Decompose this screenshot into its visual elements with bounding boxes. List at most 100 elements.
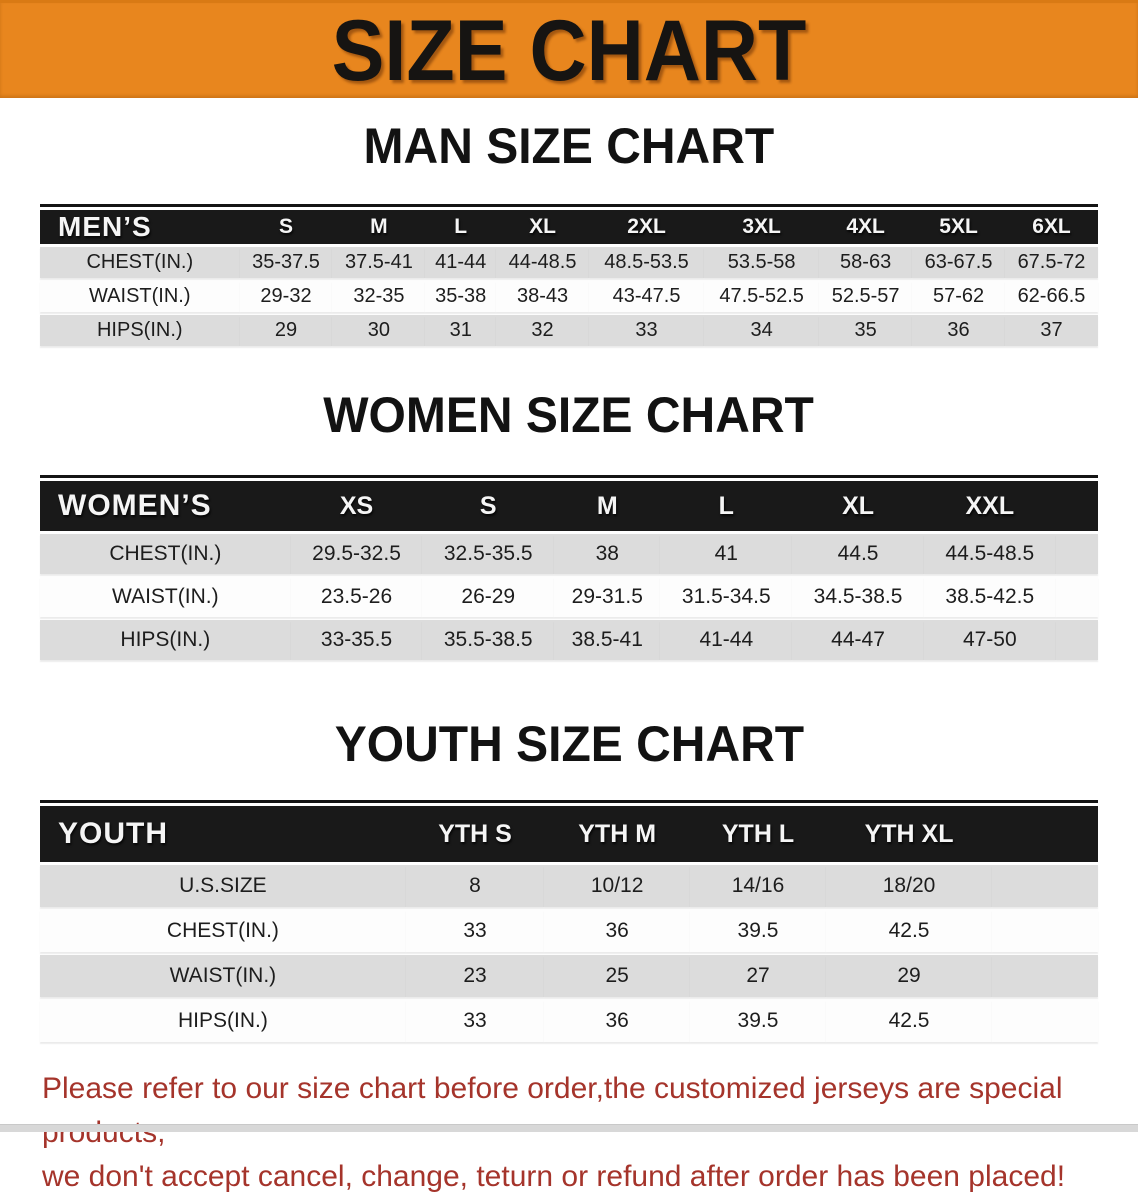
youth-data-cell: 36: [544, 1000, 691, 1042]
filler-cell: [992, 910, 1098, 952]
men-data-cell: 63-67.5: [912, 247, 1005, 278]
men-size-col-header: S: [239, 210, 333, 244]
youth-data-cell: 39.5: [690, 910, 826, 952]
women-data-cell: 23.5-26: [290, 577, 423, 617]
men-row-label: HIPS(IN.): [40, 315, 240, 346]
men-size-col-header: 5XL: [912, 210, 1005, 244]
men-size-col-header: M: [332, 210, 426, 244]
men-data-cell: 43-47.5: [588, 281, 705, 312]
disclaimer-line-1: Please refer to our size chart before or…: [42, 1072, 1063, 1149]
youth-section-heading-text: YOUTH SIZE CHART: [334, 716, 804, 772]
men-data-cell: 36: [912, 315, 1005, 346]
men-size-col-header: 3XL: [704, 210, 820, 244]
men-data-cell: 35-37.5: [239, 247, 333, 278]
men-data-cell: 44-48.5: [496, 247, 589, 278]
men-table-title: MEN’S: [40, 210, 240, 244]
women-data-cell: 33-35.5: [290, 620, 423, 660]
men-data-cell: 34: [704, 315, 820, 346]
women-data-cell: 29.5-32.5: [290, 534, 423, 574]
youth-size-col-header: YTH XL: [825, 806, 993, 862]
women-size-col-header: XL: [792, 481, 924, 531]
women-data-cell: 38.5-42.5: [923, 577, 1056, 617]
women-data-cell: 35.5-38.5: [422, 620, 555, 660]
men-data-cell: 38-43: [496, 281, 589, 312]
men-row-label: WAIST(IN.): [40, 281, 240, 312]
youth-data-cell: 25: [544, 955, 691, 997]
bottom-strip: [0, 1124, 1138, 1132]
header-filler: [992, 806, 1098, 862]
men-data-cell: 35-38: [425, 281, 497, 312]
youth-table-title: YOUTH: [40, 806, 406, 862]
youth-data-cell: 8: [405, 865, 545, 907]
youth-row-label: CHEST(IN.): [40, 910, 406, 952]
women-size-col-header: S: [422, 481, 555, 531]
youth-data-cell: 23: [405, 955, 545, 997]
women-data-cell: 44-47: [792, 620, 924, 660]
men-size-col-header: 4XL: [819, 210, 913, 244]
youth-data-cell: 10/12: [544, 865, 691, 907]
men-data-cell: 33: [588, 315, 705, 346]
men-size-col-header: L: [425, 210, 497, 244]
men-data-cell: 30: [332, 315, 426, 346]
men-size-col-header: 2XL: [588, 210, 705, 244]
youth-data-cell: 36: [544, 910, 691, 952]
youth-size-col-header: YTH M: [544, 806, 691, 862]
women-data-cell: 41-44: [660, 620, 793, 660]
youth-size-table: YOUTH YTH S YTH M YTH L YTH XL U.S.SIZE 8 10/12…: [40, 803, 1098, 1045]
men-data-cell: 37.5-41: [332, 247, 426, 278]
youth-size-table-container: YOUTH YTH S YTH M YTH L YTH XL U.S.SIZE 8 10/12…: [40, 800, 1098, 1045]
filler-cell: [992, 955, 1098, 997]
youth-section-heading: YOUTH SIZE CHART: [0, 718, 1138, 780]
women-data-cell: 26-29: [422, 577, 555, 617]
women-section-heading-text: WOMEN SIZE CHART: [323, 387, 815, 443]
men-size-table-container: MEN’S S M L XL 2XL 3XL 4XL 5XL 6XL CHEST(IN.) 35-37…: [40, 204, 1098, 349]
filler-cell: [1055, 620, 1098, 660]
men-data-cell: 35: [819, 315, 913, 346]
men-data-cell: 57-62: [912, 281, 1005, 312]
men-data-cell: 32: [496, 315, 589, 346]
men-size-table: MEN’S S M L XL 2XL 3XL 4XL 5XL 6XL CHEST(IN.) 35-37…: [40, 207, 1098, 349]
men-size-col-header: XL: [496, 210, 589, 244]
men-data-cell: 31: [425, 315, 497, 346]
youth-data-cell: 14/16: [690, 865, 826, 907]
page-title: SIZE CHART: [311, 8, 827, 94]
women-data-cell: 47-50: [923, 620, 1056, 660]
women-data-cell: 29-31.5: [554, 577, 661, 617]
men-table-row: HIPS(IN.) 29 30 31 32 33 34 35 36 37: [40, 315, 1098, 346]
women-data-cell: 38.5-41: [554, 620, 661, 660]
men-data-cell: 32-35: [332, 281, 426, 312]
men-row-label: CHEST(IN.): [40, 247, 240, 278]
women-data-cell: 31.5-34.5: [660, 577, 793, 617]
youth-data-cell: 42.5: [825, 910, 993, 952]
youth-data-cell: 42.5: [825, 1000, 993, 1042]
women-size-col-header: M: [554, 481, 661, 531]
men-size-col-header: 6XL: [1004, 210, 1098, 244]
youth-row-label: WAIST(IN.): [40, 955, 406, 997]
men-data-cell: 37: [1004, 315, 1098, 346]
youth-row-label: U.S.SIZE: [40, 865, 406, 907]
youth-size-col-header: YTH L: [690, 806, 826, 862]
youth-data-cell: 29: [825, 955, 993, 997]
men-data-cell: 29: [239, 315, 333, 346]
disclaimer: Please refer to our size chart before or…: [0, 1067, 1138, 1199]
men-data-cell: 62-66.5: [1004, 281, 1098, 312]
women-row-label: CHEST(IN.): [40, 534, 291, 574]
filler-cell: [1055, 534, 1098, 574]
page-title-text: SIZE CHART: [331, 2, 807, 99]
women-data-cell: 41: [660, 534, 793, 574]
men-table-row: CHEST(IN.) 35-37.5 37.5-41 41-44 44-48.5 48.5…: [40, 247, 1098, 278]
header-filler: [1055, 481, 1098, 531]
title-banner: SIZE CHART: [0, 0, 1138, 98]
youth-table-row: HIPS(IN.) 33 36 39.5 42.5: [40, 1000, 1098, 1042]
youth-size-col-header: YTH S: [405, 806, 545, 862]
women-row-label: HIPS(IN.): [40, 620, 291, 660]
men-data-cell: 67.5-72: [1004, 247, 1098, 278]
youth-data-cell: 33: [405, 1000, 545, 1042]
filler-cell: [1055, 577, 1098, 617]
women-size-table-container: WOMEN’S XS S M L XL XXL CHEST(IN.) 29.5-32.5 32.5…: [40, 475, 1098, 663]
filler-cell: [992, 865, 1098, 907]
men-data-cell: 48.5-53.5: [588, 247, 705, 278]
women-table-row: CHEST(IN.) 29.5-32.5 32.5-35.5 38 41 44.5 44.5…: [40, 534, 1098, 574]
women-data-cell: 32.5-35.5: [422, 534, 555, 574]
youth-data-cell: 39.5: [690, 1000, 826, 1042]
